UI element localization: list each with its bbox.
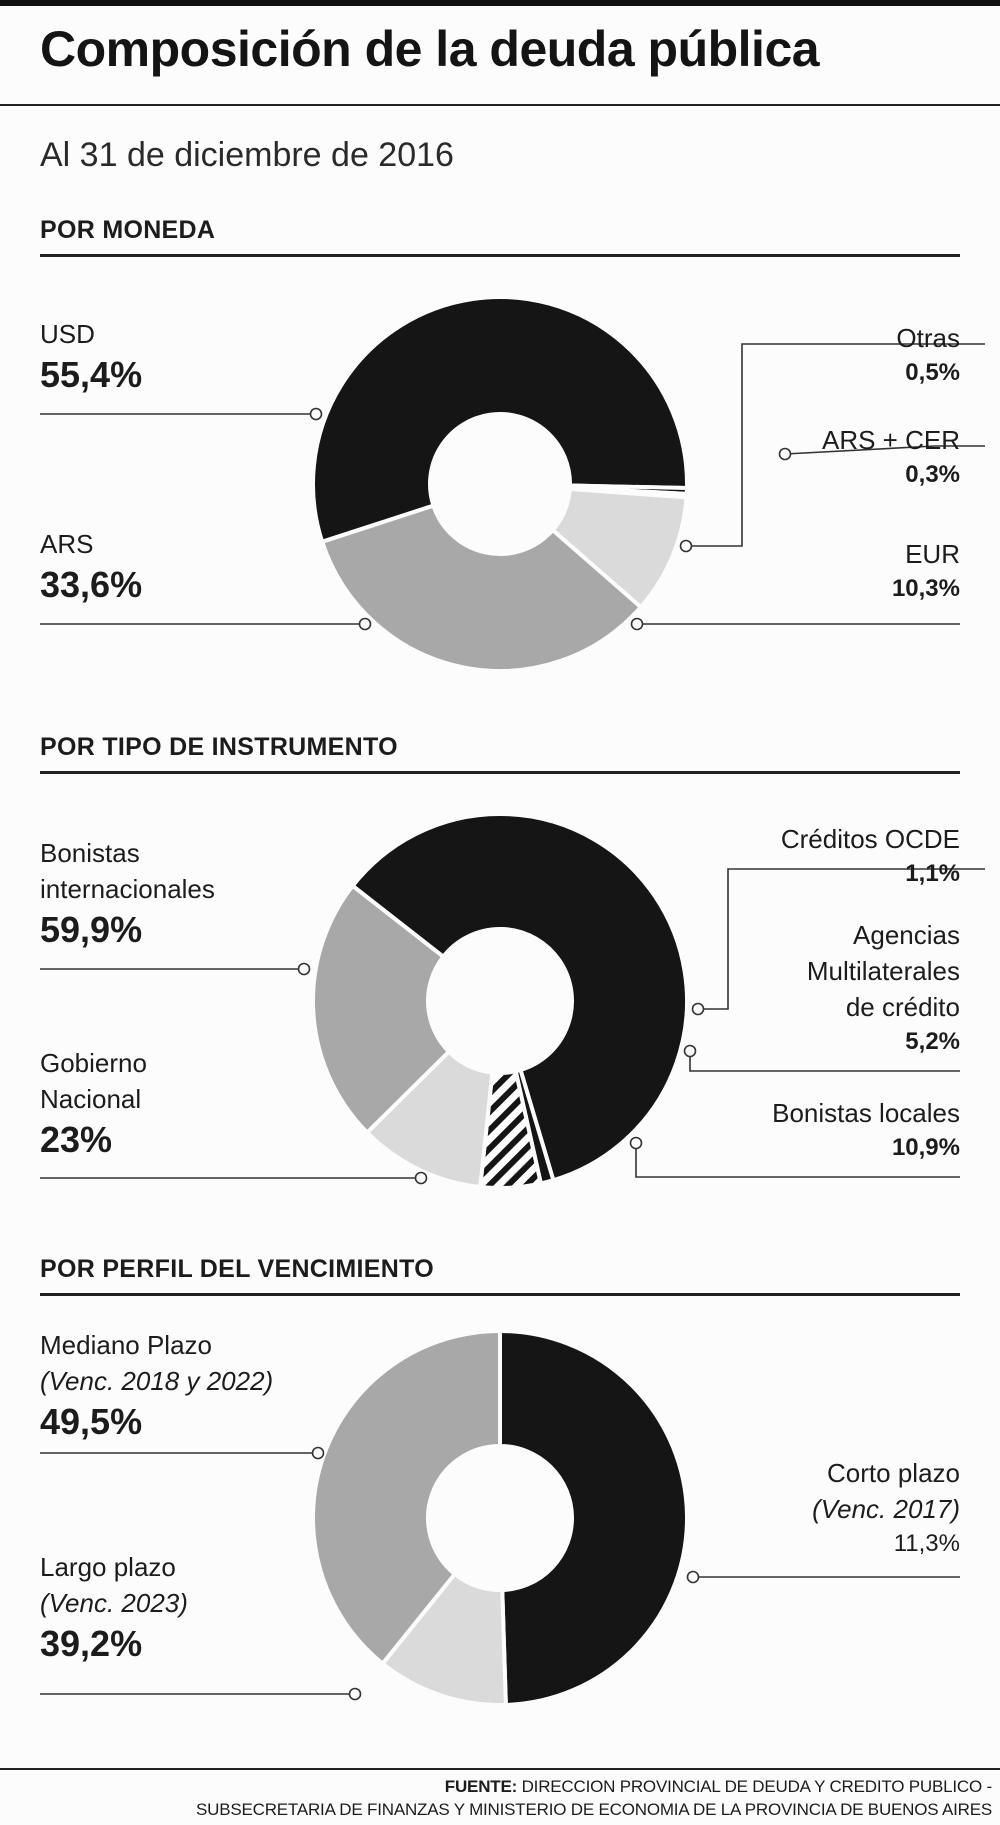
footer-line-1: DIRECCION PROVINCIAL DE DEUDA Y CREDITO … [521,1777,993,1796]
pie-chart-moneda [40,295,985,673]
section-rule [40,254,960,257]
section-heading: POR TIPO DE INSTRUMENTO [40,733,398,761]
slice-name-line: Bonistas [40,838,140,868]
slice-value: 1,1% [905,860,960,887]
slice-name-line: Multilaterales [806,956,960,986]
slice-value: 10,9% [891,1134,960,1161]
slice-name: ARS + CER [822,425,960,455]
page-subtitle: Al 31 de diciembre de 2016 [40,136,454,174]
slice-name: Otras [896,323,960,353]
slice-name-line: Agencias [853,920,960,950]
leader-dot [414,1171,428,1185]
leader-dot [679,539,693,553]
footer-divider [0,1768,1000,1770]
pie-slice-mediano-plazo [498,1329,689,1707]
pie-slice-ars [320,503,643,673]
page-title: Composición de la deuda pública [40,21,820,77]
slice-value: 0,5% [905,359,960,386]
leader-dot [691,1002,705,1016]
label-mediano-plazo: Mediano Plazo (Venc. 2018 y 2022) 49,5% [40,1327,273,1445]
slice-value: 59,9% [40,909,143,950]
label-ars-cer: ARS + CER 0,3% [822,422,960,492]
slice-name-line: internacionales [40,874,215,904]
title-divider [0,104,1000,106]
slice-value: 0,3% [905,461,960,488]
slice-value: 5,2% [905,1028,960,1055]
label-agencias-multilaterales: Agencias Multilaterales de crédito 5,2% [807,917,960,1059]
slice-name: Largo plazo [40,1552,176,1582]
section-heading: POR MONEDA [40,216,216,244]
leader-line [635,1143,960,1178]
leader-line [698,868,985,1010]
section-rule [40,771,960,774]
slice-note: (Venc. 2023) [40,1588,188,1618]
slice-name-line: Nacional [40,1084,142,1114]
slice-value: 23% [40,1119,113,1160]
slice-name: Mediano Plazo [40,1330,212,1360]
slice-value: 39,2% [40,1623,143,1664]
slice-value: 33,6% [40,564,143,605]
leader-line [686,343,985,547]
section-rule [40,1293,960,1296]
slice-name: Corto plazo [827,1458,960,1488]
label-bonistas-internacionales: Bonistas internacionales 59,9% [40,835,215,953]
label-bonistas-locales: Bonistas locales 10,9% [772,1095,960,1165]
section-vencimiento: POR PERFIL DEL VENCIMIENTO Mediano Plazo… [0,1255,1000,1755]
pie-chart-instrumento [40,812,985,1190]
slice-name-line: Gobierno [40,1048,147,1078]
slice-name: USD [40,319,95,349]
label-gobierno-nacional: Gobierno Nacional 23% [40,1045,147,1163]
footer-lead: FUENTE: [444,1777,518,1796]
slice-note: (Venc. 2018 y 2022) [40,1366,274,1396]
label-largo-plazo: Largo plazo (Venc. 2023) 39,2% [40,1549,188,1667]
leader-line [784,445,985,455]
slice-value: 10,3% [891,575,960,602]
slice-name: ARS [40,529,94,559]
pie-slice-bonistas-locales [365,1049,495,1189]
label-corto-plazo: Corto plazo (Venc. 2017) 11,3% [812,1455,960,1561]
leader-dot [630,617,644,631]
slice-name: EUR [905,539,960,569]
leader-line [689,1051,960,1072]
leader-dot [683,1044,697,1058]
slice-value: 49,5% [40,1401,143,1442]
slice-name-line: Créditos OCDE [780,824,960,854]
leader-dot [311,1446,325,1460]
leader-dot [348,1687,362,1701]
label-eur: EUR 10,3% [892,536,960,606]
slice-value: 55,4% [40,354,143,395]
section-instrumento: POR TIPO DE INSTRUMENTO Bonistas interna… [0,733,1000,1213]
leader-dot [778,447,792,461]
slice-value: 11,3% [893,1530,960,1557]
leader-dot [309,407,323,421]
slice-name-line: Bonistas locales [772,1098,960,1128]
section-heading: POR PERFIL DEL VENCIMIENTO [40,1255,434,1283]
slice-note: (Venc. 2017) [812,1494,960,1524]
footer-line-2: SUBSECRETARIA DE FINANZAS Y MINISTERIO D… [195,1800,992,1819]
slice-name-line: de crédito [845,992,960,1022]
pie-slice-bonistas-internacionales [350,812,689,1183]
leader-dot [358,617,372,631]
pie-chart-vencimiento [40,1329,960,1707]
section-moneda: POR MONEDA USD 55,4% ARS 33,6% Otras 0,5… [0,216,1000,676]
pie-slice-largo-plazo [311,1329,502,1666]
pie-slice-gobierno-nacional [311,883,451,1135]
label-usd: USD 55,4% [40,316,142,398]
leader-dot [629,1136,643,1150]
label-ars: ARS 33,6% [40,526,142,608]
top-bar [0,0,1000,6]
label-creditos-ocde: Créditos OCDE 1,1% [781,821,960,891]
pie-slice-usd [311,295,689,544]
leader-dot [686,1570,700,1584]
label-otras: Otras 0,5% [896,320,960,390]
source-footer: FUENTE: DIRECCION PROVINCIAL DE DEUDA Y … [196,1775,992,1821]
leader-dot [297,962,311,976]
